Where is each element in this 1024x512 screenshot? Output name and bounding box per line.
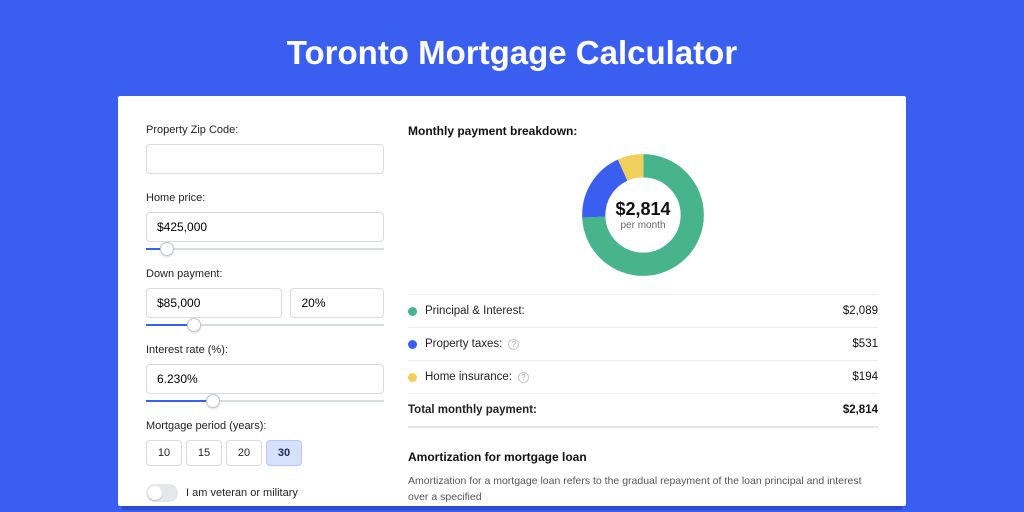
veteran-toggle[interactable] bbox=[146, 484, 178, 502]
legend-dot bbox=[408, 307, 417, 316]
legend-label: Property taxes:? bbox=[425, 338, 519, 350]
slider-thumb[interactable] bbox=[187, 318, 201, 332]
legend-dot bbox=[408, 373, 417, 382]
field-veteran: I am veteran or military bbox=[146, 484, 384, 502]
legend-value: $2,089 bbox=[843, 305, 878, 317]
inputs-column: Property Zip Code: Home price: Down paym… bbox=[146, 124, 384, 506]
zip-input[interactable] bbox=[146, 144, 384, 174]
amortization-title: Amortization for mortgage loan bbox=[408, 450, 878, 464]
down-payment-amount-input[interactable] bbox=[146, 288, 282, 318]
legend-row-total: Total monthly payment: $2,814 bbox=[408, 394, 878, 428]
legend-label: Home insurance:? bbox=[425, 371, 529, 383]
legend-row-principal_interest: Principal & Interest: $2,089 bbox=[408, 295, 878, 328]
amortization-section: Amortization for mortgage loan Amortizat… bbox=[408, 450, 878, 506]
legend: Principal & Interest: $2,089 Property taxe… bbox=[408, 294, 878, 428]
field-down-payment: Down payment: bbox=[146, 268, 384, 326]
donut-sub: per month bbox=[620, 220, 665, 231]
label-zip: Property Zip Code: bbox=[146, 124, 384, 136]
donut-amount: $2,814 bbox=[615, 199, 670, 220]
legend-value: $531 bbox=[852, 338, 878, 350]
label-down-payment: Down payment: bbox=[146, 268, 384, 280]
legend-value: $2,814 bbox=[843, 404, 878, 416]
results-column: Monthly payment breakdown: $2,814 per mo… bbox=[408, 124, 878, 506]
donut-chart: $2,814 per month bbox=[578, 150, 708, 280]
legend-value: $194 bbox=[852, 371, 878, 383]
field-home-price: Home price: bbox=[146, 192, 384, 250]
field-period: Mortgage period (years): 10152030 bbox=[146, 420, 384, 466]
donut-center: $2,814 per month bbox=[578, 150, 708, 280]
home-price-slider[interactable] bbox=[146, 248, 384, 250]
slider-thumb[interactable] bbox=[206, 394, 220, 408]
legend-row-property_taxes: Property taxes:? $531 bbox=[408, 328, 878, 361]
donut-chart-wrap: $2,814 per month bbox=[408, 150, 878, 294]
home-price-input[interactable] bbox=[146, 212, 384, 242]
legend-label: Principal & Interest: bbox=[425, 305, 525, 317]
down-payment-percent-input[interactable] bbox=[290, 288, 384, 318]
label-veteran: I am veteran or military bbox=[186, 487, 298, 499]
down-payment-slider[interactable] bbox=[146, 324, 384, 326]
legend-dot bbox=[408, 340, 417, 349]
breakdown-title: Monthly payment breakdown: bbox=[408, 124, 878, 138]
field-zip: Property Zip Code: bbox=[146, 124, 384, 174]
label-home-price: Home price: bbox=[146, 192, 384, 204]
period-option-15[interactable]: 15 bbox=[186, 440, 222, 466]
label-interest-rate: Interest rate (%): bbox=[146, 344, 384, 356]
period-option-30[interactable]: 30 bbox=[266, 440, 302, 466]
period-option-20[interactable]: 20 bbox=[226, 440, 262, 466]
period-options: 10152030 bbox=[146, 440, 384, 466]
legend-row-home_insurance: Home insurance:? $194 bbox=[408, 361, 878, 394]
slider-thumb[interactable] bbox=[160, 242, 174, 256]
period-option-10[interactable]: 10 bbox=[146, 440, 182, 466]
toggle-knob bbox=[148, 486, 162, 500]
legend-label: Total monthly payment: bbox=[408, 404, 537, 416]
info-icon[interactable]: ? bbox=[518, 372, 529, 383]
amortization-text: Amortization for a mortgage loan refers … bbox=[408, 474, 878, 506]
info-icon[interactable]: ? bbox=[508, 339, 519, 350]
interest-rate-slider[interactable] bbox=[146, 400, 384, 402]
interest-rate-input[interactable] bbox=[146, 364, 384, 394]
page-title: Toronto Mortgage Calculator bbox=[0, 0, 1024, 96]
field-interest-rate: Interest rate (%): bbox=[146, 344, 384, 402]
label-period: Mortgage period (years): bbox=[146, 420, 384, 432]
calculator-card: Property Zip Code: Home price: Down paym… bbox=[118, 96, 906, 506]
